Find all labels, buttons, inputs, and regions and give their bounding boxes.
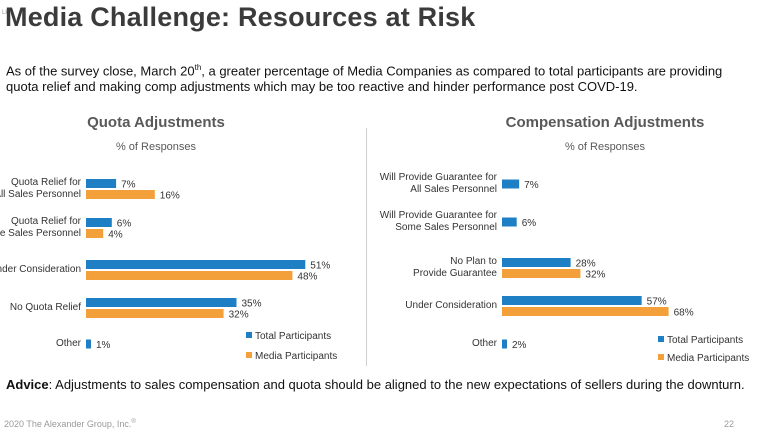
advice-label: Advice xyxy=(6,377,49,392)
quota-adjustments-chart: Quota Adjustments % of Responses Quota Rel… xyxy=(0,108,366,376)
quota-bar-value-label: 7% xyxy=(121,180,136,191)
slide-title: Media Challenge: Resources at Risk xyxy=(5,2,476,32)
quota-bar-value-label: 6% xyxy=(117,219,132,230)
quota-bar-media xyxy=(86,190,155,199)
title-mark: Lk xyxy=(2,10,9,16)
quota-category-label: Under Consideration xyxy=(0,264,81,275)
comp-category-label: Will Provide Guarantee for xyxy=(380,210,498,221)
footer-copyright: 2020 The Alexander Group, Inc.® xyxy=(4,419,136,429)
comp-bar-value-label: 28% xyxy=(576,259,596,270)
quota-bar-total xyxy=(86,298,237,307)
chart-divider xyxy=(366,128,367,366)
quota-bar-value-label: 16% xyxy=(160,191,180,202)
comp-legend-swatch-total xyxy=(658,336,664,342)
footer-text: 2020 The Alexander Group, Inc. xyxy=(4,419,132,429)
quota-category-label: All Sales Personnel xyxy=(0,189,81,200)
quota-legend-swatch-media xyxy=(246,352,252,358)
comp-category-label: Some Sales Personnel xyxy=(395,222,497,233)
quota-bar-value-label: 1% xyxy=(96,340,111,351)
comp-bar-value-label: 68% xyxy=(674,308,694,319)
compensation-adjustments-svg: Compensation Adjustments % of Responses Wi… xyxy=(380,114,750,364)
comp-bar-value-label: 7% xyxy=(524,180,539,191)
comp-bar-media xyxy=(502,307,669,316)
quota-category-label: Other xyxy=(56,338,82,349)
comp-bar-media xyxy=(502,269,581,278)
comp-bar-value-label: 2% xyxy=(512,340,527,351)
quota-bar-total xyxy=(86,179,117,188)
quota-bar-media xyxy=(86,271,293,280)
comp-bar-value-label: 6% xyxy=(522,218,537,229)
quota-bar-value-label: 51% xyxy=(310,261,330,272)
comp-category-label: Other xyxy=(472,338,498,349)
quota-bar-value-label: 32% xyxy=(229,310,249,321)
comp-bar-total xyxy=(502,179,520,189)
quota-bar-total xyxy=(86,218,112,227)
quota-bar-value-label: 4% xyxy=(108,230,123,241)
quota-bar-total xyxy=(86,339,91,349)
comp-category-label: All Sales Personnel xyxy=(410,184,497,195)
quota-bar-media xyxy=(86,309,224,318)
quota-legend-label: Media Participants xyxy=(255,351,337,362)
quota-chart-subtitle: % of Responses xyxy=(116,141,197,153)
comp-bar-value-label: 57% xyxy=(647,297,667,308)
page-number: 22 xyxy=(724,419,735,429)
intro-text-end: , a greater percentage of Media Companie… xyxy=(6,63,723,95)
comp-bar-total xyxy=(502,258,571,267)
quota-bar-total xyxy=(86,260,306,269)
quota-chart-title: Quota Adjustments xyxy=(87,114,225,131)
intro-text-start: As of the survey close, March 20 xyxy=(6,63,195,79)
comp-legend-label: Media Participants xyxy=(667,353,749,364)
advice-text: Advice: Adjustments to sales compensatio… xyxy=(6,377,754,393)
quota-category-label: Quota Relief for xyxy=(11,177,82,188)
advice-body: : Adjustments to sales compensation and … xyxy=(48,377,745,392)
quota-adjustments-svg: Quota Adjustments % of Responses Quota Rel… xyxy=(0,114,337,362)
comp-legend-swatch-media xyxy=(658,354,664,360)
comp-bar-total xyxy=(502,217,517,227)
compensation-adjustments-chart: Compensation Adjustments % of Responses Wi… xyxy=(368,108,760,376)
comp-bar-total xyxy=(502,296,642,305)
quota-category-label: Some Sales Personnel xyxy=(0,228,81,239)
comp-category-label: Provide Guarantee xyxy=(413,268,497,279)
comp-chart-subtitle: % of Responses xyxy=(565,141,646,153)
comp-bar-value-label: 32% xyxy=(585,270,605,281)
quota-legend-label: Total Participants xyxy=(255,331,331,342)
comp-category-label: Under Consideration xyxy=(405,300,497,311)
quota-category-label: No Quota Relief xyxy=(10,302,81,313)
quota-bar-value-label: 35% xyxy=(242,299,262,310)
intro-superscript: th xyxy=(194,63,202,72)
footer-registered-mark: ® xyxy=(131,419,136,425)
quota-legend-swatch-total xyxy=(246,332,252,338)
quota-category-label: Quota Relief for xyxy=(11,216,82,227)
quota-bar-media xyxy=(86,229,104,238)
comp-bar-total xyxy=(502,339,507,349)
comp-category-label: Will Provide Guarantee for xyxy=(380,172,498,183)
comp-chart-title: Compensation Adjustments xyxy=(506,114,705,131)
comp-legend-label: Total Participants xyxy=(667,335,743,346)
intro-text: As of the survey close, March 20th, a gr… xyxy=(6,60,754,95)
comp-category-label: No Plan to xyxy=(450,256,497,267)
quota-bar-value-label: 48% xyxy=(297,272,317,283)
